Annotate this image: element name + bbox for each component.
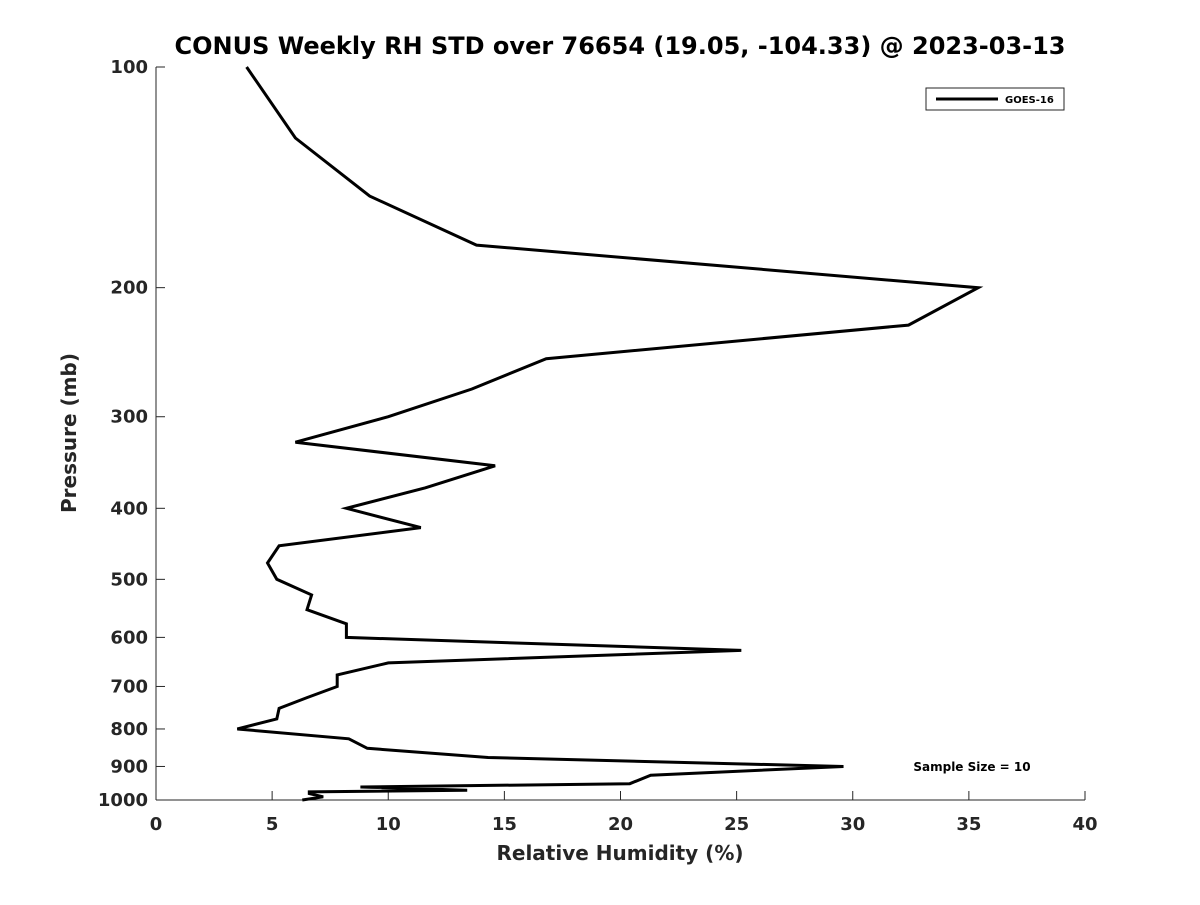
y-tick-label: 100 (110, 57, 148, 78)
x-tick-label: 35 (956, 814, 981, 835)
series-layer (236, 66, 984, 802)
x-tick-label: 25 (724, 814, 749, 835)
x-tick-label: 5 (266, 814, 279, 835)
y-tick-label: 1000 (98, 790, 148, 811)
y-axis-label: Pressure (mb) (57, 353, 81, 513)
y-tick-label: 500 (110, 569, 148, 590)
series-line (236, 66, 984, 802)
y-tick-label: 200 (110, 278, 148, 299)
y-tick-label: 300 (110, 407, 148, 428)
x-tick-label: 15 (492, 814, 517, 835)
y-tick-label: 700 (110, 676, 148, 697)
x-tick-label: 0 (150, 814, 163, 835)
x-tick-label: 10 (376, 814, 401, 835)
y-tick-label: 600 (110, 627, 148, 648)
sample-size-annotation: Sample Size = 10 (913, 760, 1030, 774)
chart-title: CONUS Weekly RH STD over 76654 (19.05, -… (174, 32, 1065, 60)
y-tick-label: 900 (110, 756, 148, 777)
x-tick-label: 40 (1072, 814, 1097, 835)
x-tick-label: 30 (840, 814, 865, 835)
axes-layer: 0 5 10 15 20 25 30 35 40 100 200 300 400 500 600 700 800… (98, 57, 1098, 835)
legend-entry: GOES-16 (1005, 95, 1054, 106)
y-tick-label: 400 (110, 498, 148, 519)
x-tick-label: 20 (608, 814, 633, 835)
y-tick-label: 800 (110, 719, 148, 740)
x-axis-label: Relative Humidity (%) (496, 841, 743, 865)
legend: GOES-16 (925, 87, 1065, 111)
